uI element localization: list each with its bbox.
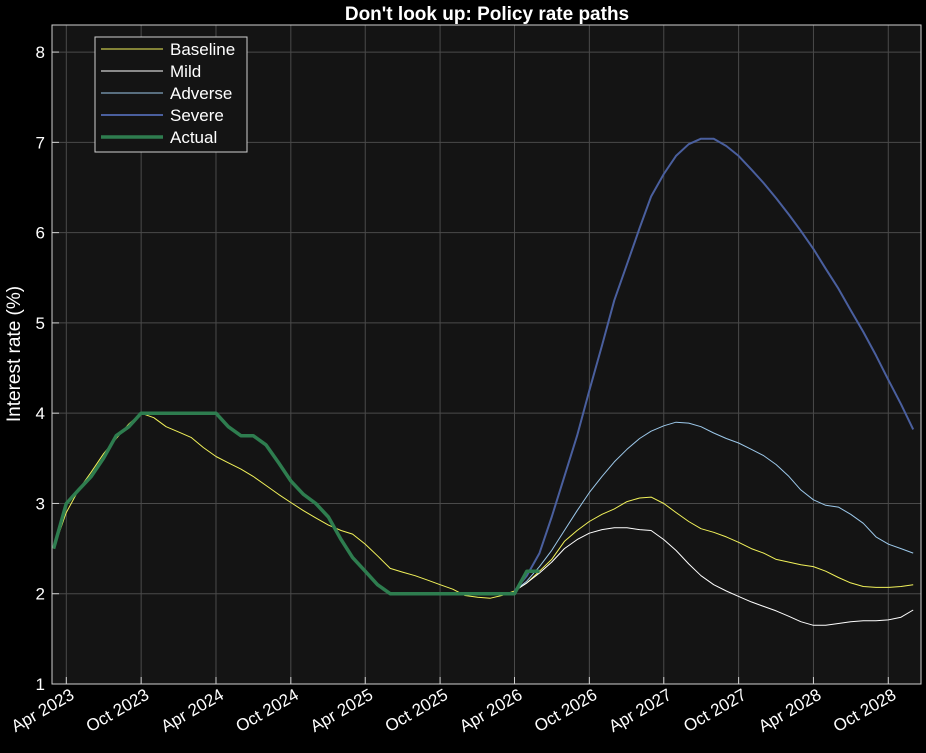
series-line-adverse (514, 421, 914, 592)
series-line-baseline (53, 412, 914, 599)
chart-title: Don't look up: Policy rate paths (345, 4, 629, 25)
series-line-mild (514, 527, 914, 626)
y-tick-label: 6 (36, 224, 45, 243)
y-axis-ticks: 1 2 3 4 5 6 7 8 (36, 43, 59, 694)
series-lines (51, 137, 915, 626)
series-line-actual (51, 411, 540, 596)
y-tick-label: 7 (36, 133, 45, 152)
y-tick-label: 8 (36, 43, 45, 62)
y-tick-label: 5 (36, 314, 45, 333)
plot-frame (51, 24, 922, 685)
legend-box (94, 36, 248, 153)
y-tick-label: 2 (36, 585, 45, 604)
series-line-severe (513, 137, 915, 592)
y-tick-label: 1 (36, 675, 45, 694)
y-tick-label: 4 (36, 404, 45, 423)
y-axis-title: Interest rate (%) (4, 286, 25, 422)
legend-label-adverse: Adverse (170, 84, 232, 103)
y-tick-label: 3 (36, 494, 45, 513)
legend-label-severe: Severe (170, 106, 224, 125)
legend-label-actual: Actual (170, 128, 217, 147)
grid-lines (52, 25, 921, 685)
legend: Baseline Mild Adverse Severe Actual (94, 36, 248, 153)
legend-label-baseline: Baseline (170, 40, 235, 59)
legend-label-mild: Mild (170, 62, 201, 81)
